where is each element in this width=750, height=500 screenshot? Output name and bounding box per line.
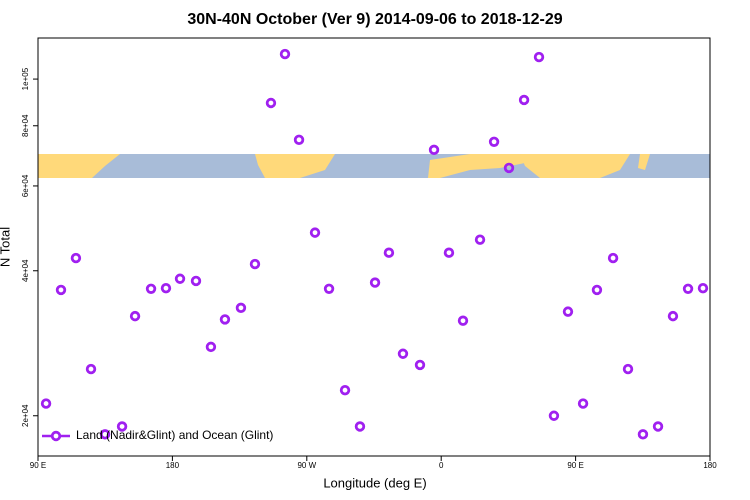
point (265, 97, 277, 109)
plot-frame (37, 37, 711, 457)
point (354, 421, 366, 432)
point (190, 275, 202, 287)
point (293, 134, 305, 146)
legend-marker (50, 430, 62, 442)
point (591, 284, 603, 296)
point (474, 234, 486, 245)
point (548, 410, 560, 421)
point (323, 283, 335, 294)
point (369, 277, 381, 288)
point (503, 162, 515, 174)
point (219, 314, 231, 325)
y-tick-label: 4e+04 (21, 259, 30, 282)
point (339, 384, 351, 396)
y-tick-label: 1e+05 (21, 67, 30, 90)
point (697, 283, 709, 294)
point (129, 310, 141, 322)
point (457, 315, 469, 326)
point (205, 341, 217, 353)
point (443, 247, 455, 258)
point (279, 48, 291, 60)
point (488, 136, 500, 147)
y-tick-label: 2e+04 (21, 404, 30, 427)
point (160, 283, 172, 294)
point (174, 273, 186, 284)
legend-label: Land (Nadir&Glint) and Ocean (Glint) (76, 428, 273, 442)
point (637, 429, 649, 440)
x-axis-label: Longitude (deg E) (323, 475, 426, 490)
x-tick-label: 90 E (30, 461, 46, 470)
point (99, 429, 111, 440)
map-strip (38, 154, 710, 178)
point (607, 252, 619, 264)
point (428, 144, 440, 156)
y-tick-label: 6e+04 (21, 174, 30, 197)
point (235, 302, 247, 314)
point (40, 398, 52, 409)
point (577, 398, 589, 409)
x-tick-label: 0 (439, 461, 444, 470)
point (397, 348, 409, 359)
point (533, 51, 545, 63)
x-tick-label: 180 (703, 461, 717, 470)
point (518, 94, 530, 106)
point (667, 310, 679, 322)
point (309, 227, 321, 238)
point (145, 283, 157, 294)
point (249, 258, 261, 270)
point (116, 421, 128, 432)
point (622, 363, 634, 375)
point (70, 252, 82, 264)
point (383, 247, 395, 258)
point (562, 306, 574, 317)
y-axis-label: N Total (0, 227, 12, 267)
x-tick-label: 180 (166, 461, 180, 470)
chart-title: 30N-40N October (Ver 9) 2014-09-06 to 20… (187, 11, 562, 28)
point (682, 283, 694, 294)
point (414, 359, 426, 371)
y-tick-label: 8e+04 (21, 114, 30, 137)
point (652, 421, 664, 432)
x-tick-label: 90 W (297, 461, 316, 470)
point (85, 363, 97, 375)
point (55, 284, 67, 296)
x-tick-label: 90 E (567, 461, 583, 470)
